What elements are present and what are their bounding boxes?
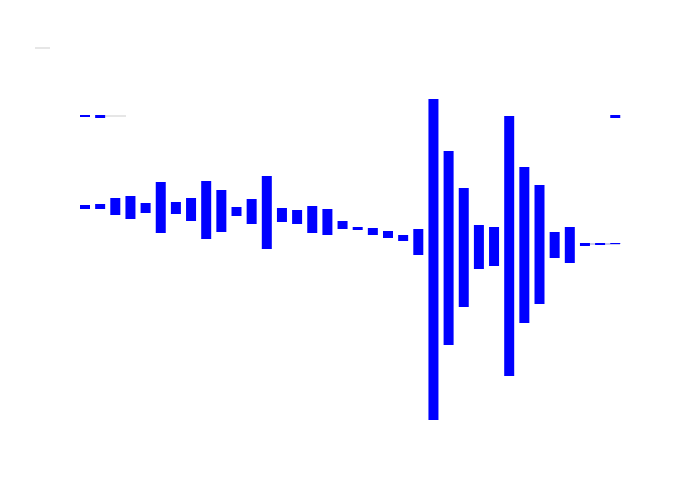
- range-bar: [95, 115, 106, 118]
- range-bar: [564, 227, 575, 263]
- range-bar: [216, 190, 227, 232]
- range-bar: [246, 199, 257, 224]
- range-bar: [186, 198, 197, 221]
- range-bar: [398, 235, 409, 241]
- range-bar: [579, 243, 590, 246]
- range-bar: [428, 99, 439, 420]
- range-bar: [489, 227, 500, 266]
- range-bar: [307, 206, 318, 233]
- range-bar: [292, 210, 303, 224]
- range-bar: [610, 243, 621, 244]
- range-bar: [155, 182, 166, 233]
- range-bar: [413, 229, 424, 255]
- range-bar: [125, 196, 136, 219]
- range-bar: [504, 116, 515, 376]
- range-bar: [473, 225, 484, 269]
- range-bar: [549, 232, 560, 258]
- range-bar: [201, 181, 212, 239]
- range-bar: [595, 243, 606, 245]
- range-bar: [610, 115, 621, 118]
- range-bar: [519, 167, 530, 323]
- range-bar: [352, 227, 363, 230]
- range-bar: [367, 228, 378, 235]
- range-bar: [276, 208, 287, 222]
- range-bar: [383, 231, 393, 238]
- range-bar: [110, 198, 121, 215]
- range-bar: [337, 221, 348, 229]
- range-bar: [458, 188, 469, 307]
- range-bar: [322, 209, 333, 235]
- range-bar: [170, 202, 181, 214]
- range-bar: [231, 207, 242, 216]
- range-bar: [443, 151, 454, 345]
- range-bar: [534, 185, 545, 304]
- range-bar: [80, 205, 90, 209]
- range-bar: [140, 203, 151, 213]
- range-bar: [95, 204, 106, 209]
- range-bar: [80, 115, 90, 117]
- range-bar: [261, 176, 272, 249]
